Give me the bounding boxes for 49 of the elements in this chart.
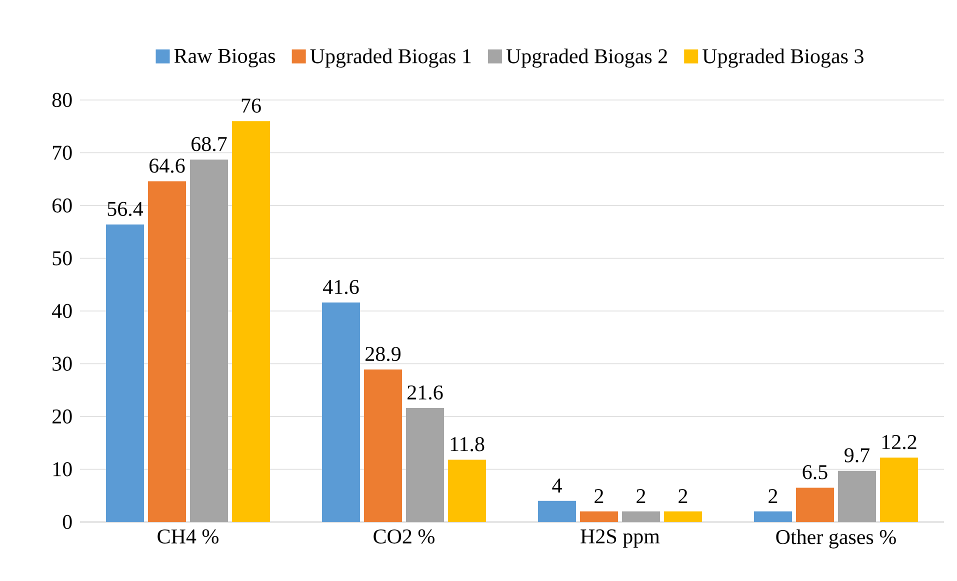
y-tick-label: 10 [53, 462, 72, 476]
y-tick-label: 50 [52, 251, 72, 266]
bar [622, 511, 660, 522]
legend-label: Upgraded Biogas 2 [506, 48, 667, 68]
legend-label: Upgraded Biogas 1 [310, 48, 471, 68]
bar [580, 511, 618, 522]
data-label: 41.6 [323, 280, 359, 294]
data-label: 2 [678, 489, 688, 504]
bar [796, 488, 834, 522]
y-tick-label: 40 [52, 304, 72, 318]
x-tick-label: Other gases % [776, 529, 896, 548]
bar [232, 121, 270, 522]
data-label: 11.8 [450, 437, 484, 452]
y-tick-label: 80 [52, 92, 72, 108]
data-label: 28.9 [366, 346, 401, 362]
y-tick-label: 70 [52, 146, 72, 160]
data-label: 9.7 [844, 448, 870, 462]
bar [538, 500, 576, 522]
bar [190, 160, 228, 522]
bar [106, 224, 144, 522]
data-label: 21.6 [408, 385, 443, 400]
data-label: 12.2 [882, 435, 916, 450]
bar [364, 370, 402, 522]
y-tick-label: 20 [52, 409, 72, 424]
bar [322, 302, 360, 522]
bar [148, 181, 186, 522]
y-tick-label: 60 [52, 198, 72, 213]
legend-label: Upgraded Biogas 3 [702, 48, 864, 68]
bar [448, 460, 486, 522]
bar [754, 511, 792, 522]
data-label: 4 [552, 478, 562, 492]
data-label: 76 [242, 98, 261, 113]
data-label: 68.7 [192, 136, 227, 152]
bar [838, 470, 876, 522]
x-tick-label: H2S ppm [580, 529, 660, 548]
legend-label: Raw Biogas [174, 48, 276, 68]
bar [664, 511, 702, 522]
bar [406, 408, 444, 522]
x-tick-label: CO2 % [374, 529, 434, 544]
data-label: 56.4 [108, 202, 144, 216]
y-tick-label: 30 [52, 356, 72, 371]
data-label: 2 [594, 489, 604, 504]
y-tick-label: 0 [62, 514, 72, 530]
data-label: 64.6 [150, 158, 185, 173]
x-tick-label: CH4 % [158, 529, 218, 544]
data-label: 2 [636, 489, 646, 504]
data-label: 2 [768, 489, 778, 504]
bar [880, 458, 918, 522]
data-label: 6.5 [802, 465, 828, 480]
